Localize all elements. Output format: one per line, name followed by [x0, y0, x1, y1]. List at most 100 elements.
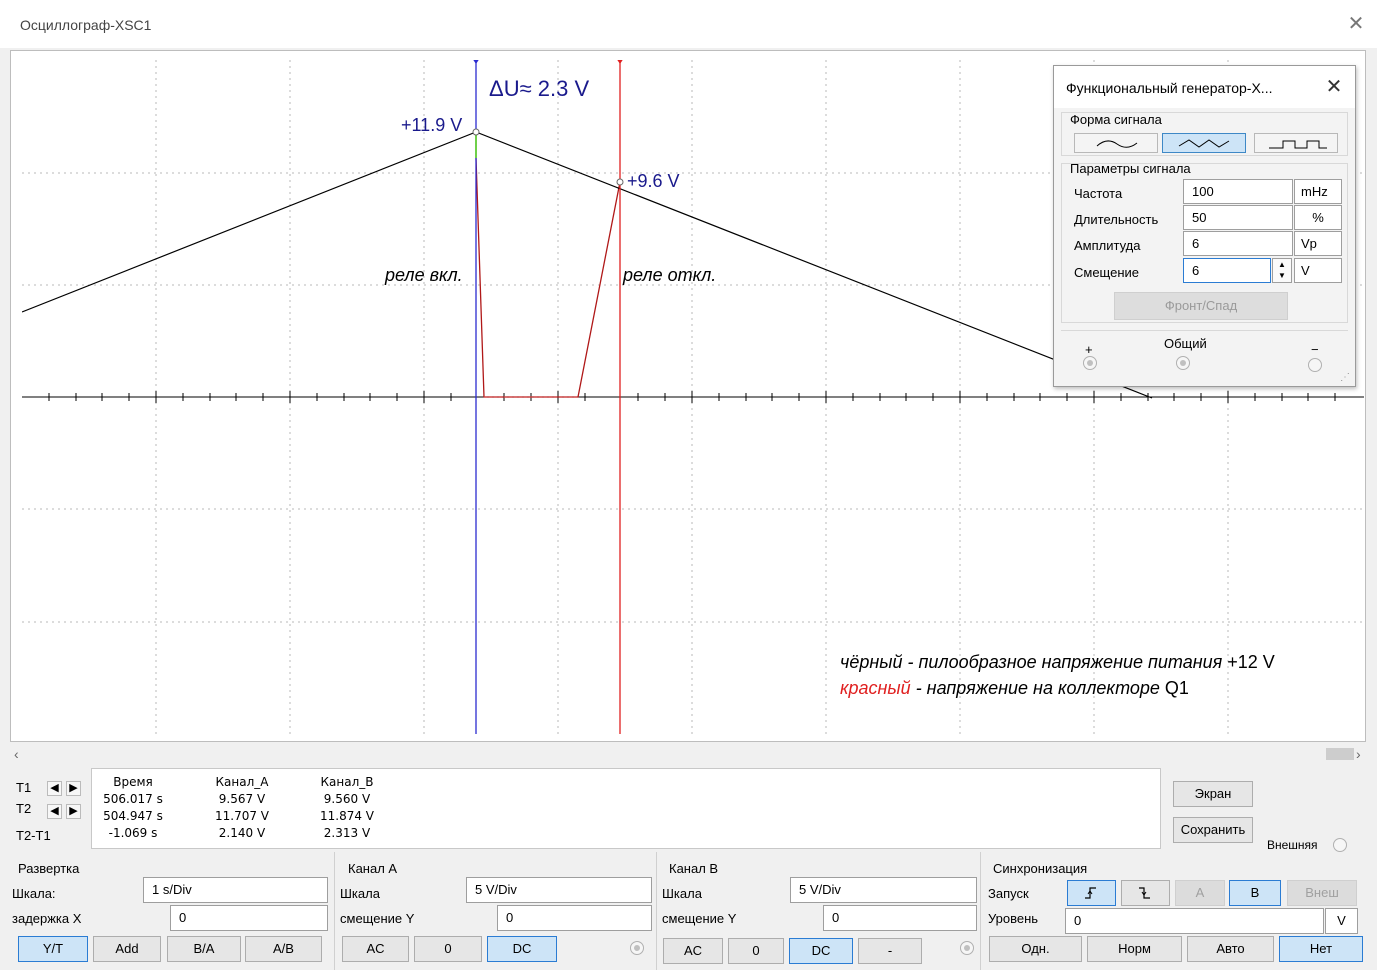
save-button[interactable]: Сохранить	[1173, 817, 1253, 843]
fg-param-label-offset: Смещение	[1074, 265, 1140, 280]
mode-add-button[interactable]: Add	[93, 936, 161, 962]
channel-a-dc-button[interactable]: DC	[487, 936, 557, 962]
fg-common-terminal[interactable]	[1176, 356, 1190, 370]
channel-b-scale-input[interactable]: 5 V/Div	[790, 877, 977, 903]
triangle-wave-button[interactable]	[1162, 133, 1246, 153]
readout-cell: 11.707 V	[214, 809, 269, 823]
timebase-scale-input[interactable]: 1 s/Div	[143, 877, 328, 903]
screen-button[interactable]: Экран	[1173, 781, 1253, 807]
channel-a-offset-label: смещение Y	[340, 911, 415, 926]
t2-left-arrow-icon[interactable]: ◀	[47, 804, 62, 819]
legend-black: чёрный - пилообразное напряжение питания…	[840, 652, 1275, 673]
channel-a-scale-input[interactable]: 5 V/Div	[466, 877, 652, 903]
legend-red-component: Q1	[1159, 678, 1189, 698]
trigger-normal-button[interactable]: Норм	[1087, 936, 1182, 962]
readout-header-ch-a: Канал_А	[215, 775, 269, 789]
trigger-none-button[interactable]: Нет	[1279, 936, 1363, 962]
channel-b-trace	[475, 157, 621, 398]
fg-param-label-frequency: Частота	[1074, 186, 1123, 201]
trigger-auto-button[interactable]: Авто	[1187, 936, 1274, 962]
rising-edge-button[interactable]	[1067, 880, 1116, 906]
timebase-title: Развертка	[18, 861, 80, 876]
channel-a-zero-button[interactable]: 0	[414, 936, 482, 962]
square-icon	[1269, 140, 1327, 149]
panel-separator	[980, 852, 981, 970]
channel-b-terminal[interactable]	[960, 941, 974, 955]
fg-minus-terminal[interactable]	[1308, 358, 1322, 372]
sine-icon	[1096, 140, 1138, 148]
scope-plot: 2 1	[22, 60, 1364, 734]
fg-close-button[interactable]: ✕	[1325, 76, 1343, 98]
readout-cell: 504.947 s	[103, 809, 163, 823]
external-trigger-terminal[interactable]	[1333, 838, 1347, 852]
channel-a-terminal[interactable]	[630, 941, 644, 955]
t2-right-arrow-icon[interactable]: ▶	[66, 804, 81, 819]
channel-a-offset-input[interactable]: 0	[497, 905, 652, 931]
channel-b-ac-button[interactable]: AC	[663, 938, 723, 964]
amplitude-input[interactable]: 6	[1183, 231, 1293, 256]
fg-param-label-amplitude: Амплитуда	[1074, 238, 1141, 253]
delta-u-label: ΔU≈ 2.3 V	[489, 76, 590, 101]
window-titlebar	[0, 0, 1377, 48]
falling-edge-icon	[1139, 887, 1150, 899]
trigger-level-unit[interactable]: V	[1325, 908, 1358, 934]
readout-cell: 506.017 s	[103, 792, 163, 806]
trigger-source-b-button[interactable]: B	[1229, 880, 1281, 906]
scroll-thumb[interactable]	[1326, 748, 1354, 760]
relay-on-annotation: реле вкл.	[385, 265, 463, 285]
offset-spinner[interactable]: ▲ ▼	[1272, 258, 1292, 283]
offset-unit[interactable]: V	[1294, 258, 1342, 283]
channel-b-invert-button[interactable]: -	[858, 938, 922, 964]
fg-plus-label: +	[1085, 342, 1093, 357]
t1-right-arrow-icon[interactable]: ▶	[66, 781, 81, 796]
channel-a-ac-button[interactable]: AC	[342, 936, 409, 962]
sine-wave-button[interactable]	[1074, 133, 1158, 153]
channel-b-dc-button[interactable]: DC	[789, 938, 853, 964]
frequency-input[interactable]: 100	[1183, 179, 1293, 204]
t1-left-arrow-icon[interactable]: ◀	[47, 781, 62, 796]
trigger-level-input[interactable]: 0	[1065, 908, 1324, 934]
fg-waveform-group	[1061, 112, 1348, 156]
falling-edge-button[interactable]	[1121, 880, 1170, 906]
window-close-button[interactable]: ✕	[1347, 13, 1365, 35]
scroll-left-icon[interactable]: ‹	[14, 746, 19, 762]
timebase-delay-input[interactable]: 0	[170, 905, 328, 931]
mode-ab-button[interactable]: A/B	[245, 936, 322, 962]
channel-b-offset-input[interactable]: 0	[823, 905, 977, 931]
legend-black-value: +12 V	[1222, 652, 1275, 672]
amplitude-unit[interactable]: Vp	[1294, 231, 1342, 256]
legend-black-text: чёрный - пилообразное напряжение питания	[840, 652, 1223, 672]
resize-grip-icon[interactable]: ⋰	[1340, 372, 1350, 383]
trigger-source-a-button[interactable]: A	[1175, 880, 1225, 906]
offset-input[interactable]: 6	[1183, 258, 1271, 283]
square-wave-button[interactable]	[1254, 133, 1338, 153]
legend-red-text: - напряжение на коллекторе	[910, 678, 1160, 698]
readout-cell: 9.560 V	[323, 792, 371, 806]
t2-label: T2	[16, 801, 32, 816]
rise-fall-button[interactable]: Фронт/Спад	[1114, 292, 1288, 320]
scroll-right-icon[interactable]: ›	[1356, 746, 1361, 762]
channel-b-title: Канал B	[669, 861, 719, 876]
trigger-single-button[interactable]: Одн.	[989, 936, 1082, 962]
off-marker	[616, 178, 624, 186]
mode-yt-button[interactable]: Y/T	[18, 936, 88, 962]
trigger-source-ext-button[interactable]: Внеш	[1287, 880, 1357, 906]
fg-param-label-duty: Длительность	[1074, 212, 1159, 227]
fg-minus-label: −	[1311, 342, 1319, 357]
legend-red-word: красный	[840, 678, 911, 698]
channel-a-title: Канал A	[348, 861, 398, 876]
duty-cycle-input[interactable]: 50	[1183, 205, 1293, 230]
trigger-level-label: Уровень	[988, 911, 1039, 926]
channel-a-trace	[22, 131, 1153, 399]
channel-b-zero-button[interactable]: 0	[728, 938, 784, 964]
frequency-unit[interactable]: mHz	[1294, 179, 1342, 204]
fg-waveform-label: Форма сигнала	[1070, 112, 1162, 127]
fg-plus-terminal[interactable]	[1083, 356, 1097, 370]
readout-cell: 2.140 V	[218, 826, 266, 840]
mode-ba-button[interactable]: B/A	[167, 936, 241, 962]
scope-axis-ticks	[48, 391, 1336, 403]
fg-params-group	[1061, 163, 1348, 323]
scope-hscrollbar[interactable]: ‹ ›	[10, 744, 1366, 764]
peak-voltage-label: +11.9 V	[401, 115, 463, 135]
panel-separator	[334, 852, 335, 970]
